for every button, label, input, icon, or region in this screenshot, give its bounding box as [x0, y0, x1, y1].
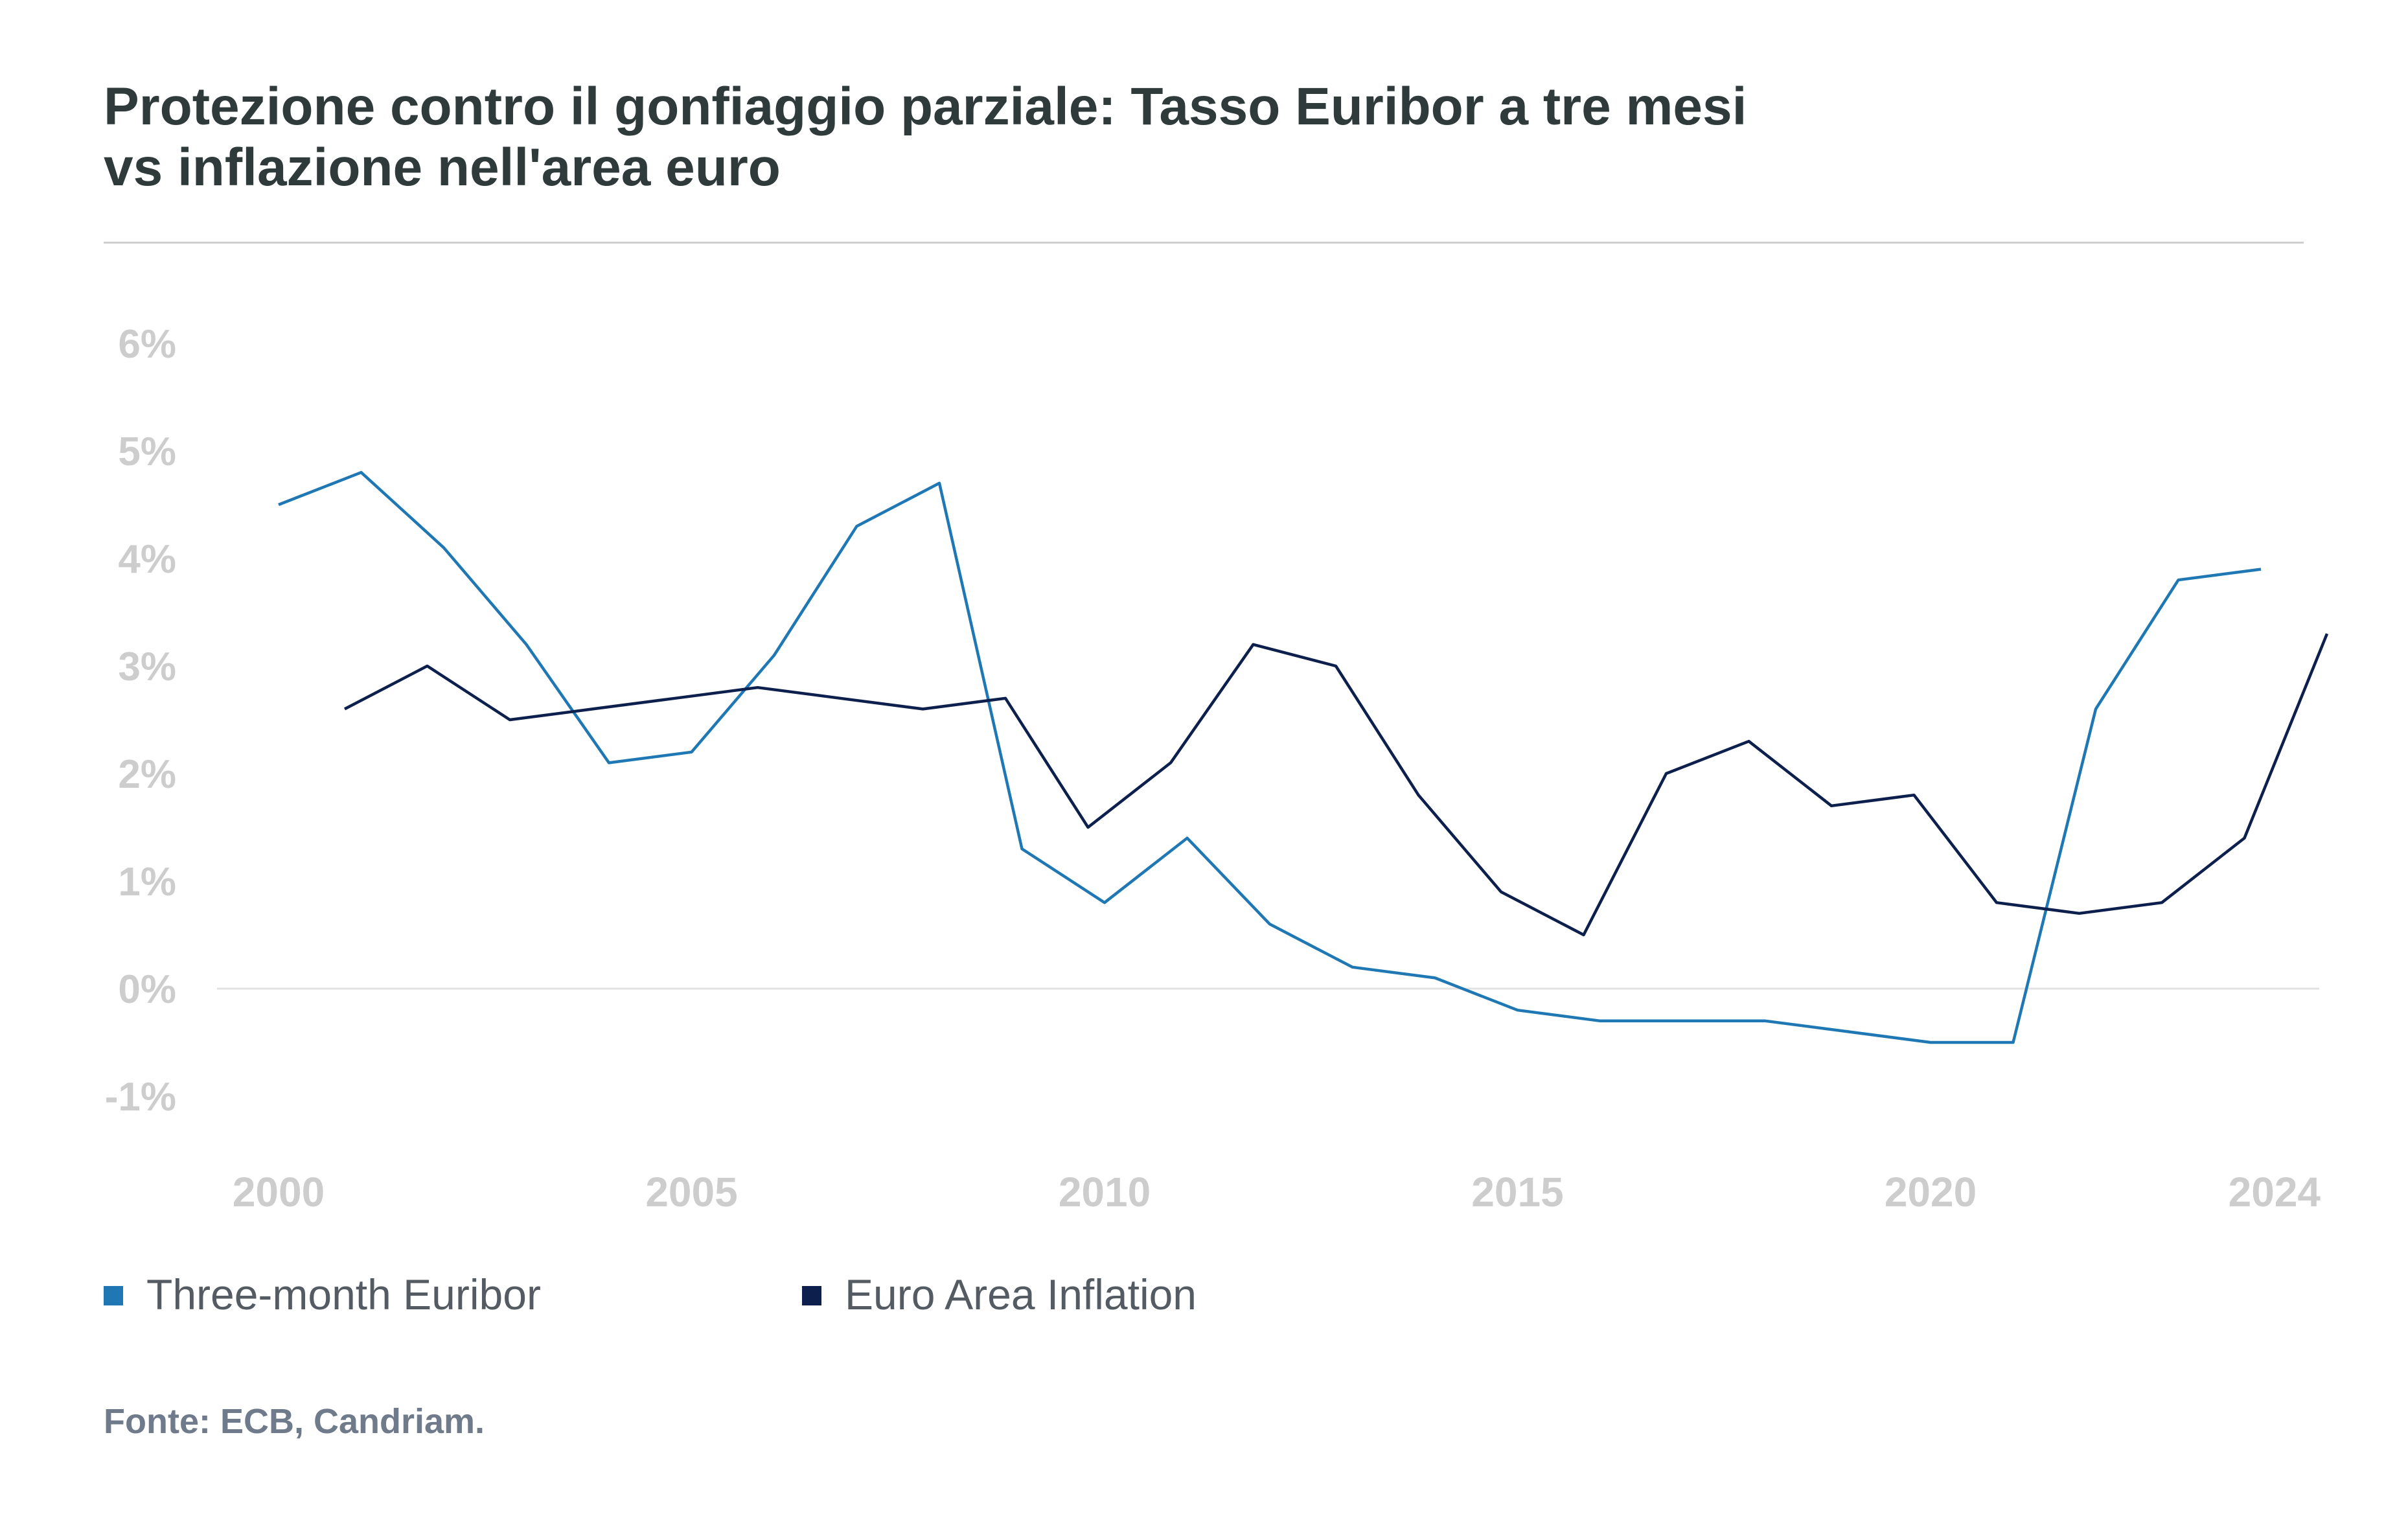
chart-title-line-1: Protezione contro il gonfiaggio parziale… [104, 77, 1747, 136]
series-line-euribor [278, 470, 2262, 1044]
series-line-inflation [343, 633, 2329, 937]
x-tick-label: 2015 [1471, 1169, 1563, 1215]
y-axis-ticks: -1% 0% 1% 2% 3% 4% 5% 6% [105, 322, 176, 1120]
title-divider [104, 242, 2304, 244]
x-tick-label: 2024 [2229, 1169, 2321, 1215]
x-axis-ticks: 2000 2005 2010 2015 2020 2024 [233, 1169, 2321, 1215]
x-tick-label: 2020 [1885, 1169, 1977, 1215]
legend-label-euribor: Three-month Euribor [146, 1270, 541, 1318]
series-lines [278, 470, 2329, 1044]
y-tick-label: 5% [118, 430, 176, 474]
y-tick-label: 3% [118, 645, 176, 689]
x-tick-label: 2005 [645, 1169, 737, 1215]
legend-label-inflation: Euro Area Inflation [845, 1270, 1197, 1318]
chart-title-line-2: vs inflazione nell'area euro [104, 138, 781, 197]
y-tick-label: 4% [118, 537, 176, 582]
y-tick-label: 0% [118, 967, 176, 1012]
source-note: Fonte: ECB, Candriam. [104, 1402, 485, 1441]
y-tick-label: -1% [105, 1075, 176, 1120]
legend-item-inflation: Euro Area Inflation [802, 1270, 1197, 1319]
euribor-swatch [104, 1285, 123, 1305]
legend-item-euribor: Three-month Euribor [104, 1270, 541, 1319]
y-tick-label: 6% [118, 322, 176, 367]
y-tick-label: 2% [118, 752, 176, 797]
x-tick-label: 2000 [233, 1169, 325, 1215]
y-tick-label: 1% [118, 860, 176, 904]
x-tick-label: 2010 [1059, 1169, 1151, 1215]
chart-title: Protezione contro il gonfiaggio parziale… [104, 76, 1982, 198]
inflation-swatch [802, 1285, 821, 1305]
